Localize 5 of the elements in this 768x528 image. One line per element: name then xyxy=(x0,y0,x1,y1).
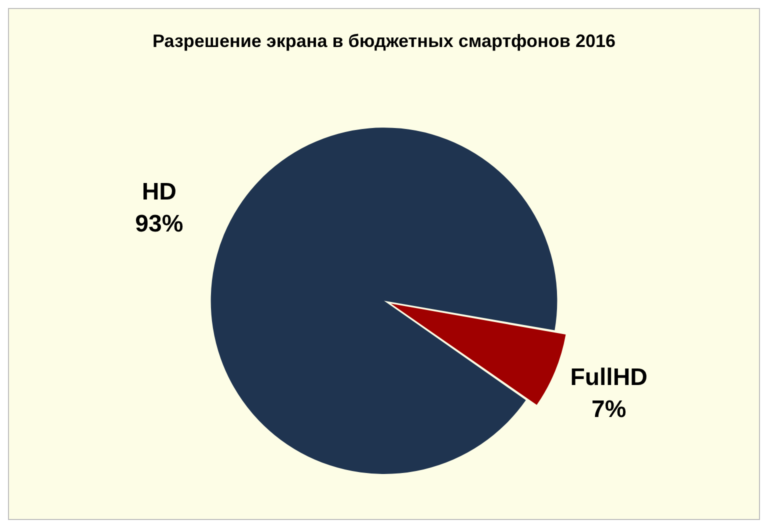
data-label: 7% xyxy=(592,396,626,424)
slice-label: HD xyxy=(142,178,176,206)
slice-label: FullHD xyxy=(570,364,648,392)
data-label: 93% xyxy=(135,210,184,238)
chart-title: Разрешение экрана в бюджетных смартфонов 2016 xyxy=(152,30,616,51)
